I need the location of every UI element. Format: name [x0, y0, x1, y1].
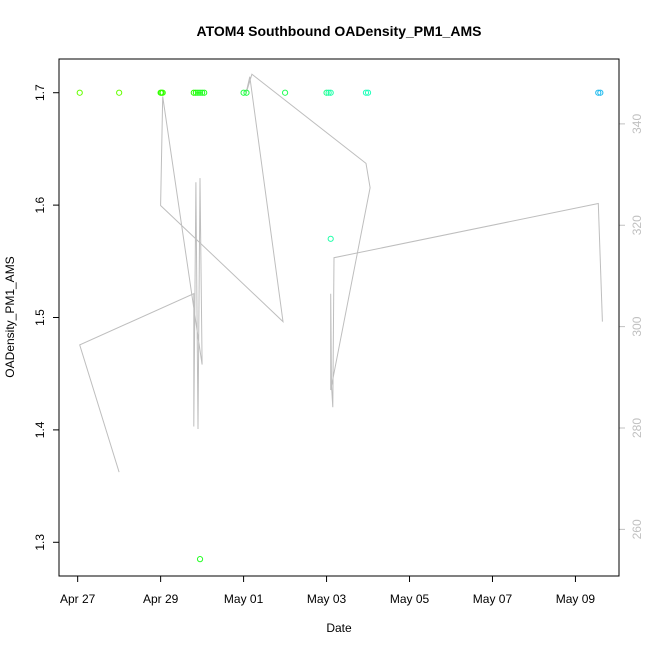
data-point-7 — [194, 89, 202, 96]
y-tick-label-4: 1.7 — [33, 84, 47, 101]
y-axis-label: OADensity_PM1_AMS — [3, 256, 17, 377]
data-point-8 — [196, 89, 204, 96]
x-tick-label-4: May 05 — [390, 592, 430, 606]
data-point-17 — [327, 89, 334, 96]
data-point-4 — [159, 89, 166, 96]
x-tick-label-0: Apr 27 — [60, 592, 96, 606]
data-point-18 — [327, 235, 334, 242]
data-point-21 — [595, 89, 602, 96]
y-tick-label-2: 1.5 — [33, 309, 47, 326]
y-tick-label-0: 1.3 — [33, 534, 47, 551]
y2-tick-label-0: 260 — [630, 519, 644, 539]
plot-area: Apr 27 Apr 29 May 01 May 03 May 05 May 07 May … — [33, 73, 644, 606]
x-tick-label-3: May 03 — [307, 592, 347, 606]
data-point-13 — [243, 89, 250, 96]
y2-tick-label-4: 340 — [630, 114, 644, 134]
data-point-0 — [76, 89, 83, 96]
y-tick-label-1: 1.4 — [33, 421, 47, 438]
y2-tick-label-1: 280 — [630, 418, 644, 438]
data-point-19 — [362, 89, 370, 96]
chart-title: ATOM4 Southbound OADensity_PM1_AMS — [197, 23, 482, 39]
data-point-1 — [116, 89, 123, 96]
data-point-10 — [201, 89, 208, 96]
plot-frame — [58, 58, 620, 577]
data-point-6 — [192, 89, 199, 96]
data-point-14 — [281, 89, 289, 96]
data-point-11 — [196, 556, 204, 563]
y2-tick-label-3: 320 — [630, 215, 644, 235]
x-axis-label: Date — [326, 621, 352, 635]
x-tick-label-1: Apr 29 — [143, 592, 179, 606]
track-line-series — [79, 73, 603, 473]
x-tick-label-5: May 07 — [473, 592, 513, 606]
data-point-5 — [190, 89, 197, 96]
data-point-16 — [325, 89, 332, 96]
x-tick-label-6: May 09 — [556, 592, 596, 606]
y2-tick-label-2: 300 — [630, 316, 644, 336]
data-point-9 — [199, 89, 206, 96]
x-tick-label-2: May 01 — [224, 592, 264, 606]
data-point-12 — [240, 89, 247, 96]
data-point-22 — [597, 89, 604, 96]
data-point-20 — [364, 89, 372, 96]
y-tick-label-3: 1.6 — [33, 196, 47, 213]
data-point-15 — [323, 89, 330, 96]
